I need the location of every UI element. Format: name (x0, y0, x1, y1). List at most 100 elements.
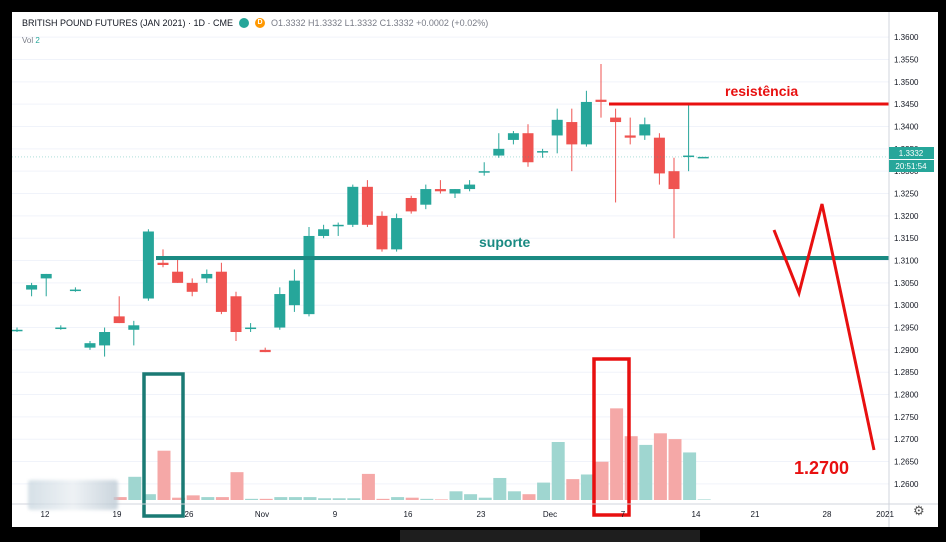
candle-body (405, 197, 417, 212)
time-tick-label: 7 (621, 510, 626, 519)
candle-body (668, 171, 680, 190)
volume-bar (420, 498, 434, 500)
price-tick-label: 1.3050 (894, 279, 919, 288)
ohlc-readout: O1.3332 H1.3332 L1.3332 C1.3332 +0.0002 … (271, 18, 489, 28)
candle-body (522, 133, 534, 163)
candle-body (361, 186, 373, 225)
resistance-label: resistência (725, 83, 798, 99)
volume-bar (274, 497, 288, 500)
price-chart[interactable]: resistência suporte 1.2700 1.3600 1.3550 1… (12, 12, 938, 527)
volume-bar (172, 497, 186, 500)
candle-body (303, 235, 315, 315)
volume-bar (522, 494, 536, 500)
candles (12, 63, 709, 357)
candle-body (464, 184, 476, 190)
candle-body (434, 189, 446, 192)
time-axis[interactable]: 12 19 26 Nov 9 16 23 Dec 7 14 21 28 2021 (12, 503, 938, 519)
time-tick-label: Dec (543, 510, 557, 519)
candle-body (245, 327, 257, 330)
price-tick-label: 1.3600 (894, 33, 919, 42)
price-axis[interactable]: 1.36001.35501.35001.34501.34001.33501.33… (888, 12, 938, 527)
candle-body (624, 135, 636, 138)
time-tick-label: 19 (113, 510, 122, 519)
candle-body (610, 117, 622, 123)
candle-body (172, 271, 184, 283)
volume-value: 2 (35, 36, 40, 45)
price-tick-label: 1.3450 (894, 100, 919, 109)
volume-bar (464, 494, 478, 500)
volume-bar (245, 498, 259, 500)
volume-bars (113, 408, 711, 500)
volume-bar (595, 461, 609, 500)
volume-bar (566, 479, 580, 500)
volume-bar (376, 498, 390, 500)
chart-header: BRITISH POUND FUTURES (JAN 2021) · 1D · … (22, 18, 488, 28)
countdown-tag (889, 160, 934, 172)
candle-body (186, 282, 198, 292)
price-tick-label: 1.3250 (894, 190, 919, 199)
volume-bar (697, 499, 711, 500)
candle-body (142, 231, 154, 299)
candle-body (26, 285, 38, 290)
symbol-title[interactable]: BRITISH POUND FUTURES (JAN 2021) · 1D · … (22, 18, 234, 28)
countdown-value: 20:51:54 (895, 162, 927, 171)
volume-bar (215, 497, 229, 500)
candle-body (551, 119, 563, 136)
candle-body (376, 215, 388, 250)
volume-bar (668, 439, 682, 500)
price-tick-label: 1.2750 (894, 413, 919, 422)
volume-bar (449, 491, 463, 500)
time-tick-label: 21 (751, 510, 760, 519)
candle-body (478, 171, 490, 173)
volume-bar (639, 444, 653, 500)
volume-bar (507, 491, 521, 500)
volume-bar (318, 498, 332, 500)
candle-body (332, 224, 344, 227)
target-label: 1.2700 (794, 458, 849, 478)
price-tick-label: 1.2950 (894, 324, 919, 333)
price-tick-label: 1.2600 (894, 480, 919, 489)
volume-legend[interactable]: Vol 2 (22, 36, 40, 45)
candle-body (215, 271, 227, 312)
candle-body (201, 273, 213, 279)
volume-bar (653, 433, 667, 500)
volume-bar (288, 497, 302, 500)
candle-body (449, 189, 461, 194)
candle-body (653, 137, 665, 174)
candle-body (55, 327, 67, 330)
volume-bar (478, 497, 492, 500)
volume-bar (113, 497, 127, 500)
candle-body (347, 186, 359, 225)
last-price-value: 1.3332 (899, 149, 924, 158)
price-tick-label: 1.2650 (894, 458, 919, 467)
volume-bar (580, 474, 594, 500)
gear-icon[interactable]: ⚙ (913, 503, 925, 518)
price-axis-bg (889, 12, 938, 527)
candle-body (113, 316, 125, 324)
candle-body (566, 122, 578, 145)
volume-bar (259, 498, 273, 500)
time-tick-label: Nov (255, 510, 269, 519)
volume-bar (624, 436, 638, 500)
volume-bar (128, 476, 142, 500)
last-price-tag (889, 147, 934, 159)
price-tick-label: 1.3200 (894, 212, 919, 221)
volume-bar (186, 495, 200, 500)
volume-bar (391, 497, 405, 500)
volume-bar (683, 452, 697, 500)
support-annotation: suporte (156, 234, 896, 260)
volume-bar (493, 477, 507, 500)
price-tick-label: 1.3000 (894, 301, 919, 310)
volume-bar (434, 499, 448, 500)
volume-bar (551, 442, 565, 500)
volume-bar (537, 482, 551, 500)
volume-bar (361, 473, 375, 500)
projection-annotation: 1.2700 (772, 203, 876, 478)
price-tick-label: 1.3500 (894, 78, 919, 87)
candle-body (128, 325, 140, 330)
grid-lines (12, 36, 889, 485)
volume-bar (201, 497, 215, 500)
candle-body (259, 349, 271, 353)
candle-body (99, 332, 111, 346)
price-tick-label: 1.3400 (894, 123, 919, 132)
